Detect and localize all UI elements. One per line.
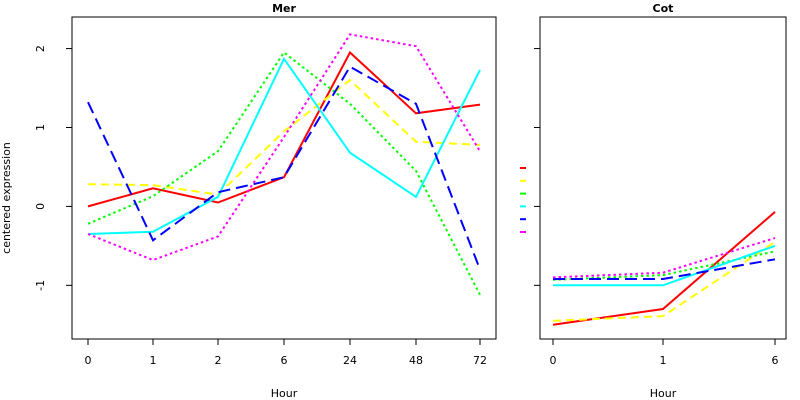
x-axis-title-cot: Hour	[650, 387, 677, 400]
series-group-mer	[87, 33, 481, 296]
series-line-cot-5	[553, 258, 776, 280]
x-axis-title-mer: Hour	[271, 387, 298, 400]
series-line-mer-1	[87, 50, 481, 208]
x-tick-label: 0	[550, 354, 557, 367]
x-tick-label: 2	[215, 354, 222, 367]
series-line-cot-3	[552, 250, 776, 281]
x-axis-cot: 0 1 6	[550, 339, 779, 367]
y-tick-label: 2	[34, 45, 47, 52]
x-tick-label: 1	[150, 354, 157, 367]
y-axis-title: centered expression	[0, 142, 13, 254]
x-tick-label: 0	[85, 354, 92, 367]
y-tick-label: 0	[34, 203, 47, 210]
x-tick-label: 6	[772, 354, 779, 367]
plot-frame-cot	[539, 16, 787, 340]
series-line-mer-4	[87, 56, 481, 235]
series-line-mer-2	[87, 78, 481, 196]
series-group-cot	[552, 211, 776, 326]
x-tick-label: 72	[473, 354, 487, 367]
y-axis-mer: -1 0 1 2	[34, 45, 72, 291]
x-tick-label: 6	[281, 354, 288, 367]
legend	[520, 167, 526, 233]
panel-mer: Mer 0 1 2 6 24 48 72 -1 0 1 2 Hour centered expre…	[0, 2, 497, 400]
y-axis-cot	[534, 48, 540, 286]
series-line-cot-4	[553, 244, 776, 287]
x-tick-label: 1	[660, 354, 667, 367]
y-tick-label: -1	[34, 280, 47, 291]
y-tick-label: 1	[34, 124, 47, 131]
panel-cot: Cot 0 1 6 Hour	[534, 2, 787, 400]
panel-title-cot: Cot	[653, 2, 674, 15]
panel-title-mer: Mer	[272, 2, 296, 15]
series-line-cot-6	[552, 237, 776, 279]
x-tick-label: 24	[343, 354, 357, 367]
x-tick-label: 48	[409, 354, 423, 367]
x-axis-mer: 0 1 2 6 24 48 72	[85, 339, 487, 367]
series-line-mer-3	[87, 51, 481, 296]
series-line-mer-6	[87, 33, 481, 262]
series-line-cot-1	[552, 211, 776, 326]
series-line-mer-5	[87, 65, 481, 270]
